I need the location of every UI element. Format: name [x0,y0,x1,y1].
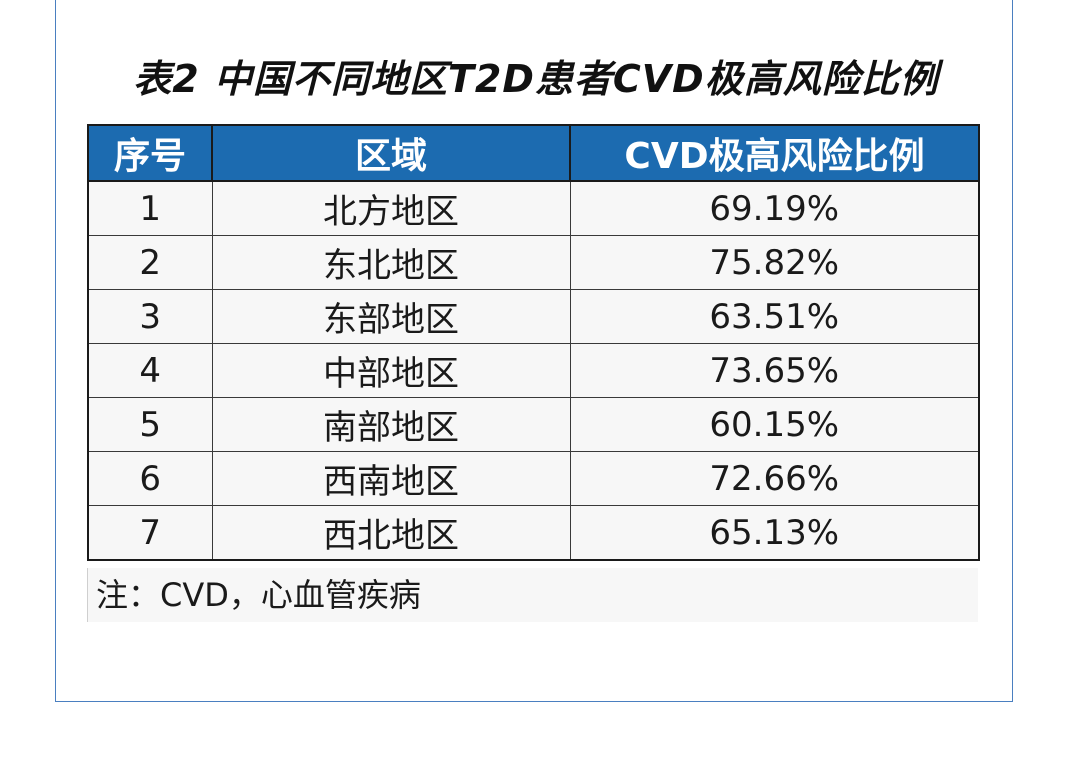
cell-ratio: 69.19% [569,180,980,236]
cell-index: 3 [87,289,213,344]
header-ratio: CVD极高风险比例 [569,124,980,182]
cell-region: 西南地区 [211,451,571,506]
cell-index: 2 [87,235,213,290]
cell-ratio: 72.66% [569,451,980,506]
table-row: 1 北方地区 69.19% [87,180,980,236]
cell-region: 东北地区 [211,235,571,290]
table-footnote: 注：CVD，心血管疾病 [87,568,978,622]
cell-ratio: 73.65% [569,343,980,398]
table-row: 4 中部地区 73.65% [87,343,980,398]
table-row: 2 东北地区 75.82% [87,235,980,290]
table-row: 5 南部地区 60.15% [87,397,980,452]
data-table: 序号 区域 CVD极高风险比例 1 北方地区 69.19% 2 东北地区 75.… [87,124,980,561]
table-row: 3 东部地区 63.51% [87,289,980,344]
cell-index: 1 [87,180,213,236]
cell-index: 6 [87,451,213,506]
cell-ratio: 60.15% [569,397,980,452]
cell-region: 北方地区 [211,180,571,236]
cell-ratio: 65.13% [569,505,980,561]
cell-region: 西北地区 [211,505,571,561]
cell-region: 中部地区 [211,343,571,398]
cell-ratio: 63.51% [569,289,980,344]
cell-ratio: 75.82% [569,235,980,290]
header-row: 序号 区域 CVD极高风险比例 [87,124,980,182]
header-region: 区域 [211,124,571,182]
header-index: 序号 [87,124,213,182]
table-title: 表2 中国不同地区T2D患者CVD极高风险比例 [133,57,939,101]
cell-index: 5 [87,397,213,452]
cell-index: 4 [87,343,213,398]
table-row: 6 西南地区 72.66% [87,451,980,506]
cell-region: 东部地区 [211,289,571,344]
table-row: 7 西北地区 65.13% [87,505,980,561]
cell-region: 南部地区 [211,397,571,452]
cell-index: 7 [87,505,213,561]
content-frame [55,0,1013,702]
